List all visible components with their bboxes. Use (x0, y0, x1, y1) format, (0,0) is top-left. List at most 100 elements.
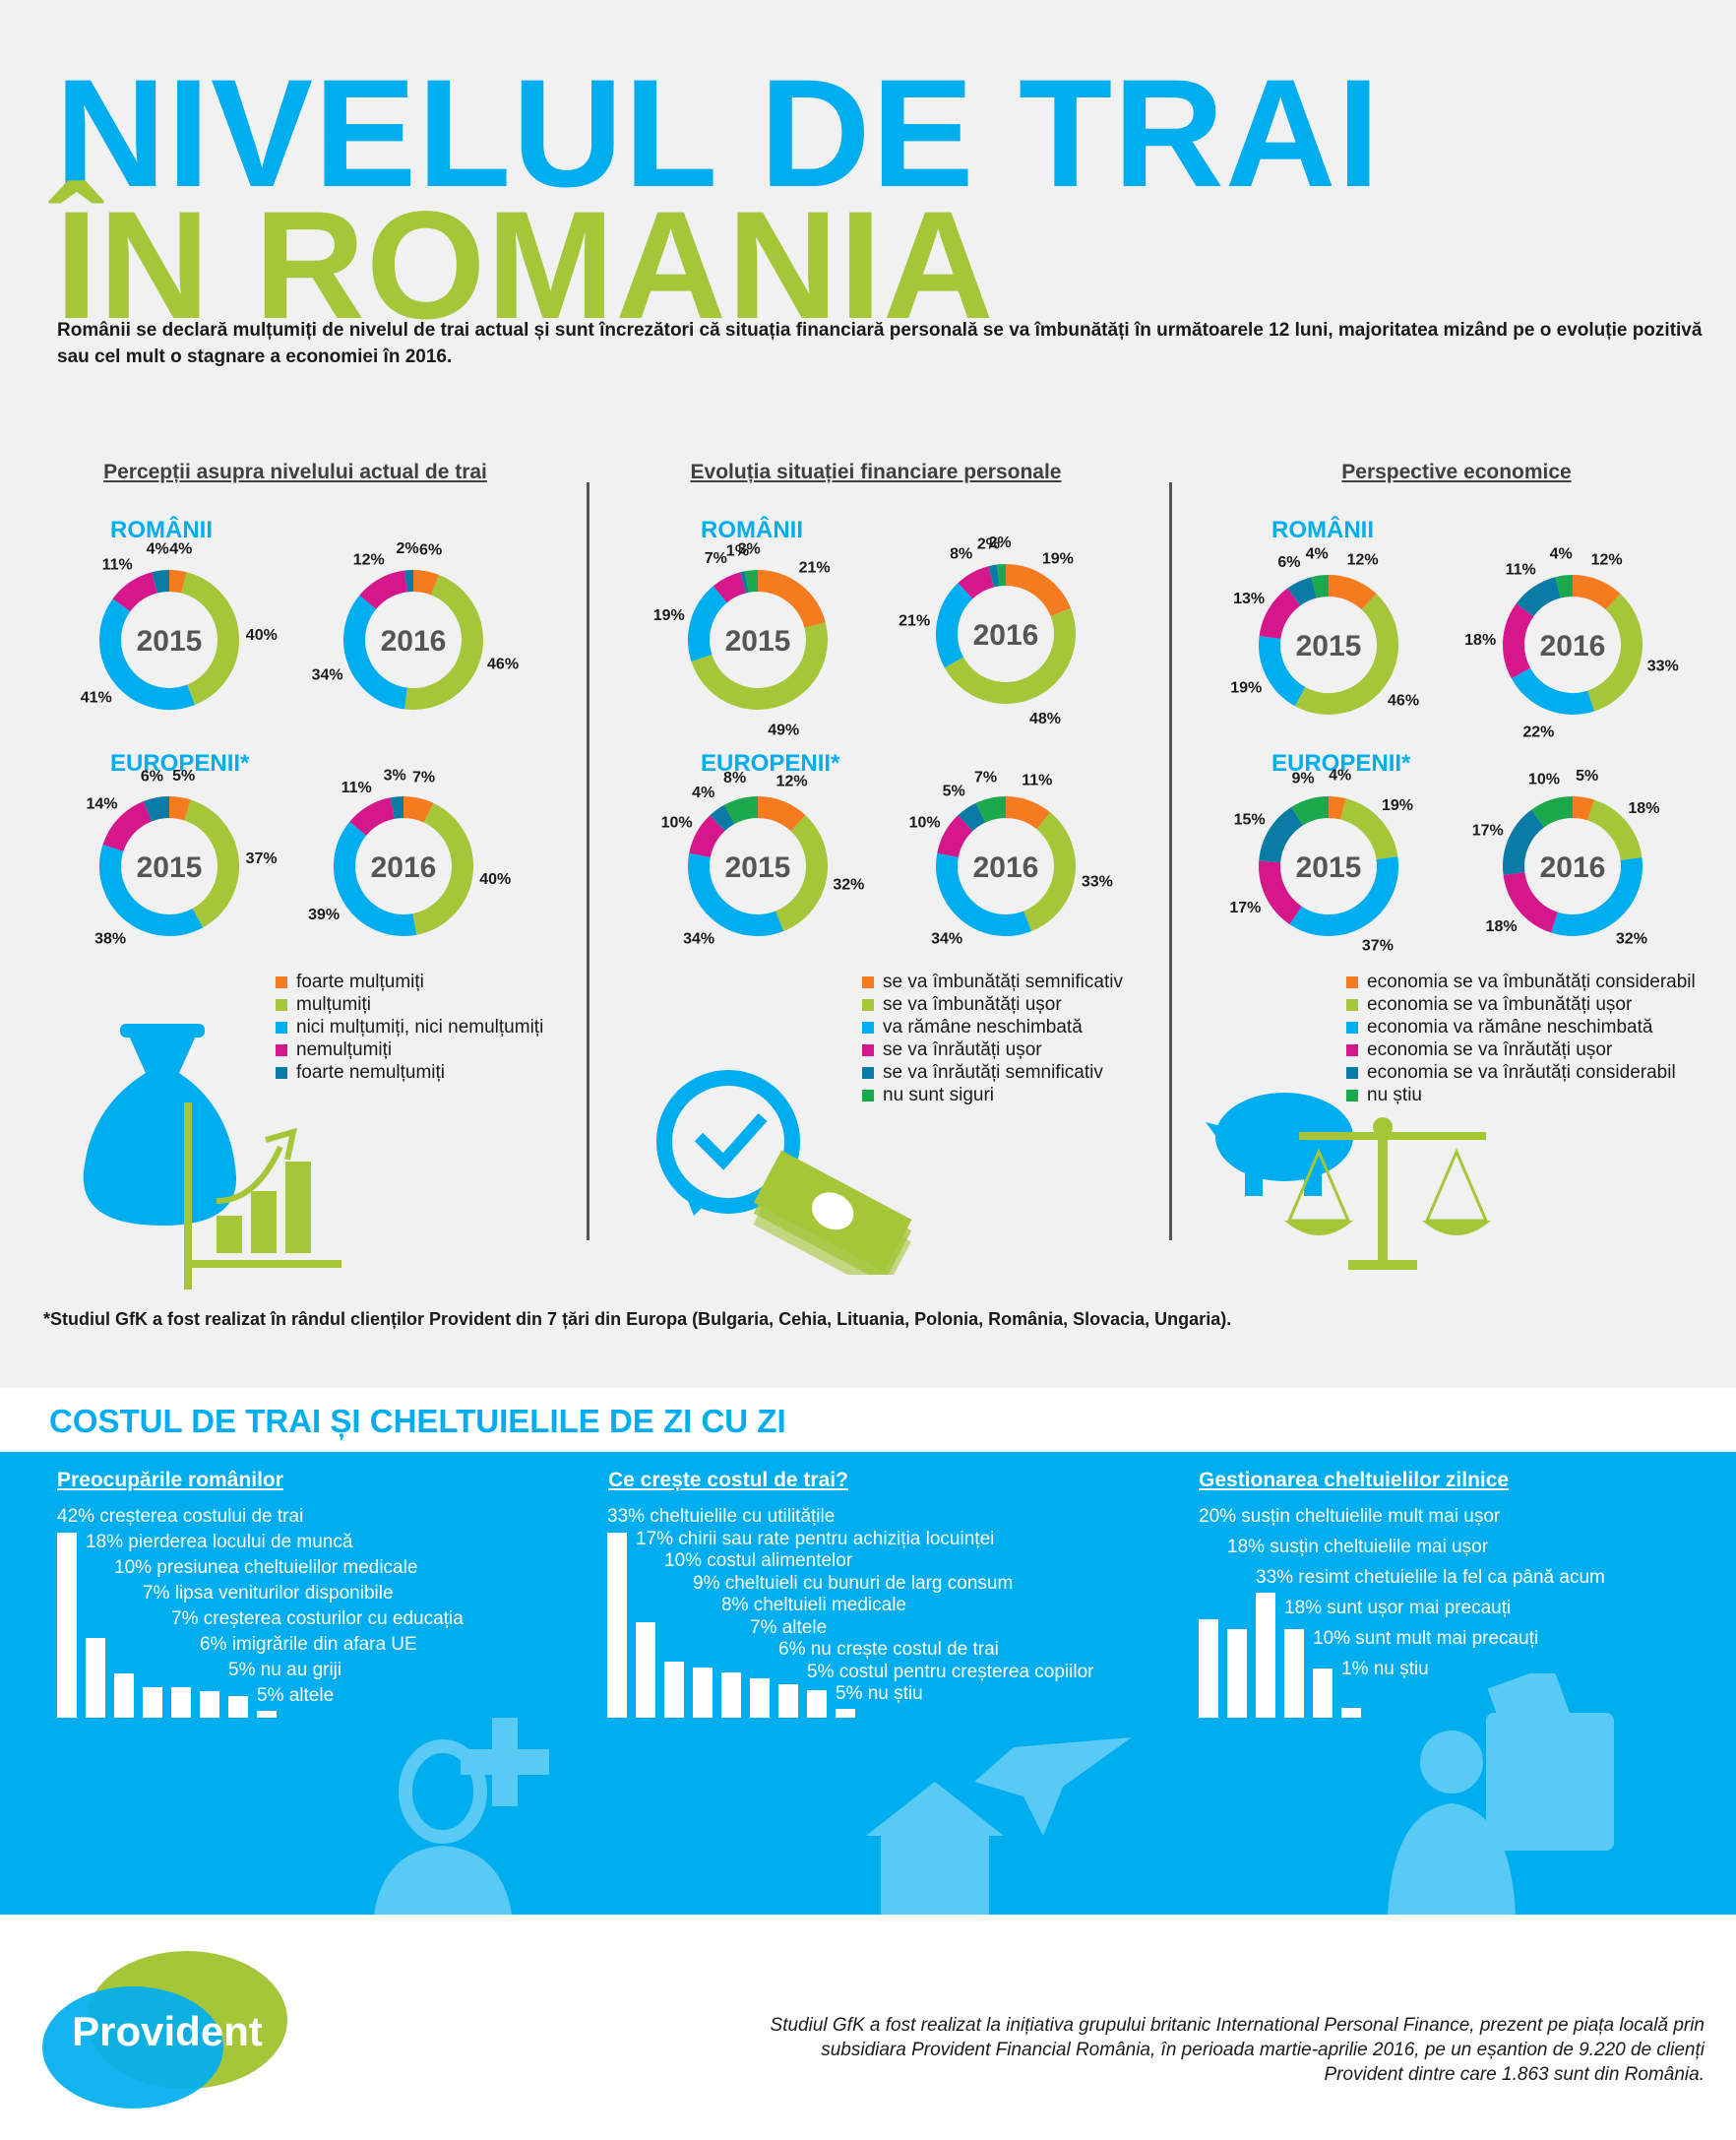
legend-swatch (1346, 1021, 1358, 1034)
donut-center-year: 2015 (725, 851, 791, 884)
legend-swatch (862, 1043, 874, 1056)
legend-swatch (276, 998, 287, 1011)
donut-slice (936, 852, 1032, 936)
bar (750, 1678, 770, 1718)
legend-label: mulțumiți (296, 993, 372, 1015)
donut-slice (168, 570, 187, 594)
bar-label: 10% costul alimentelor (664, 1550, 853, 1571)
donut-slice (723, 796, 759, 825)
bar (1284, 1629, 1304, 1718)
slice-label: 37% (246, 850, 278, 867)
legend-label: foarte nemulțumiți (296, 1061, 446, 1083)
bar (721, 1672, 741, 1718)
cost-panel (0, 1452, 1736, 1915)
legend-swatch (1346, 1043, 1358, 1056)
legend-swatch (276, 1021, 287, 1034)
legend-item: foarte nemulțumiți (276, 1061, 543, 1084)
slice-label: 4% (1550, 546, 1573, 563)
donut-slice (143, 796, 170, 822)
slice-label: 2% (397, 540, 419, 557)
slice-label: 8% (723, 770, 746, 787)
bar-label: 6% imigrările din afara UE (200, 1634, 417, 1655)
donut-slice (334, 821, 417, 936)
slice-label: 7% (705, 550, 727, 567)
slice-label: 5% (943, 783, 965, 799)
donut-slice (403, 796, 434, 823)
bar-label: 7% lipsa veniturilor disponibile (143, 1583, 394, 1604)
donut-slice (99, 598, 196, 710)
cost-title-concerns: Preocupările românilor (57, 1469, 283, 1491)
slice-label: 34% (931, 930, 962, 947)
slice-label: 21% (899, 612, 930, 629)
donut-center-year: 2016 (1540, 851, 1606, 884)
donut-slice (1291, 796, 1330, 826)
donut-slice (1586, 799, 1643, 861)
slice-label: 8% (950, 546, 972, 563)
donut-center-year: 2016 (973, 851, 1039, 884)
slice-label: 9% (1291, 771, 1314, 787)
slice-label: 2% (977, 536, 1000, 553)
slice-label: 18% (1628, 800, 1659, 817)
bar-label: 17% chirii sau rate pentru achiziția loc… (636, 1528, 995, 1549)
donut-slice (775, 815, 828, 932)
donut-slice (359, 570, 408, 610)
legend-label: nici mulțumiți, nici nemulțumiți (296, 1016, 544, 1038)
legend-swatch (862, 998, 874, 1011)
donut-slice (412, 570, 440, 596)
bar (1313, 1668, 1333, 1718)
legend-item: economia se va îmbunătăți ușor (1346, 993, 1696, 1016)
donut-slice (180, 572, 239, 706)
donut-slice (1294, 594, 1398, 715)
bar (57, 1532, 77, 1718)
legend-label: economia se va înrăutăți considerabil (1367, 1061, 1676, 1083)
bar-label: 1% nu știu (1341, 1659, 1429, 1679)
slice-label: 12% (1591, 552, 1623, 569)
bar (228, 1695, 248, 1718)
donut-chart: 5% 37% 38% 14% 6% 2015 (86, 768, 277, 947)
bar (664, 1662, 684, 1718)
legend-label: nu sunt siguri (883, 1084, 995, 1105)
slice-label: 2% (989, 535, 1012, 551)
bar-label: 5% nu știu (836, 1683, 923, 1704)
cost-title-cost-drivers: Ce crește costul de trai? (608, 1469, 848, 1491)
slice-label: 13% (1233, 591, 1265, 607)
slice-label: 32% (833, 877, 864, 894)
donut-slice (343, 595, 408, 710)
bar (807, 1689, 827, 1718)
donut-center-year: 2016 (973, 619, 1039, 652)
legend-label: economia se va îmbunătăți ușor (1367, 993, 1633, 1015)
bar-label: 18% sunt ușor mai precauți (1284, 1598, 1512, 1618)
bar-label: 5% nu au griji (228, 1660, 342, 1680)
donut-slice (688, 586, 728, 661)
donut-slice (975, 796, 1007, 823)
section-title-financial-evolution: Evoluția situației financiare personale (690, 461, 1062, 483)
slice-label: 12% (776, 774, 808, 790)
legend-label: nemulțumiți (296, 1039, 393, 1060)
donut-slice (1516, 577, 1562, 617)
donut-slice (390, 796, 404, 819)
slice-label: 34% (312, 667, 343, 684)
donut-slice (958, 802, 986, 832)
slice-label: 34% (683, 930, 714, 947)
legend-item: va rămâne neschimbată (862, 1016, 1123, 1039)
slice-label: 12% (1347, 552, 1379, 569)
bar (693, 1667, 713, 1718)
donut-slice (99, 845, 204, 936)
donut-slice (1586, 594, 1643, 712)
donut-slice (1259, 588, 1301, 640)
slice-label: 11% (1506, 561, 1536, 578)
donut-slice (1311, 575, 1330, 598)
slice-label: 17% (1229, 900, 1261, 916)
bar (86, 1638, 105, 1718)
donut-slice (688, 852, 784, 936)
footnote: *Studiul GfK a fost realizat în rândul c… (43, 1309, 1232, 1329)
donut-slice (1259, 806, 1304, 863)
legend-item: economia va rămâne neschimbată (1346, 1016, 1696, 1039)
legend-item: se va îmbunătăți semnificativ (862, 971, 1123, 993)
bar-label: 18% pierderea locului de muncă (86, 1532, 353, 1552)
donut-center-year: 2015 (137, 625, 203, 658)
donut-slice (689, 815, 725, 858)
money-bag-growth-chart-icon (83, 1024, 341, 1290)
bar-label: 5% costul pentru creșterea copiilor (807, 1661, 1094, 1682)
legend-swatch (1346, 1066, 1358, 1079)
